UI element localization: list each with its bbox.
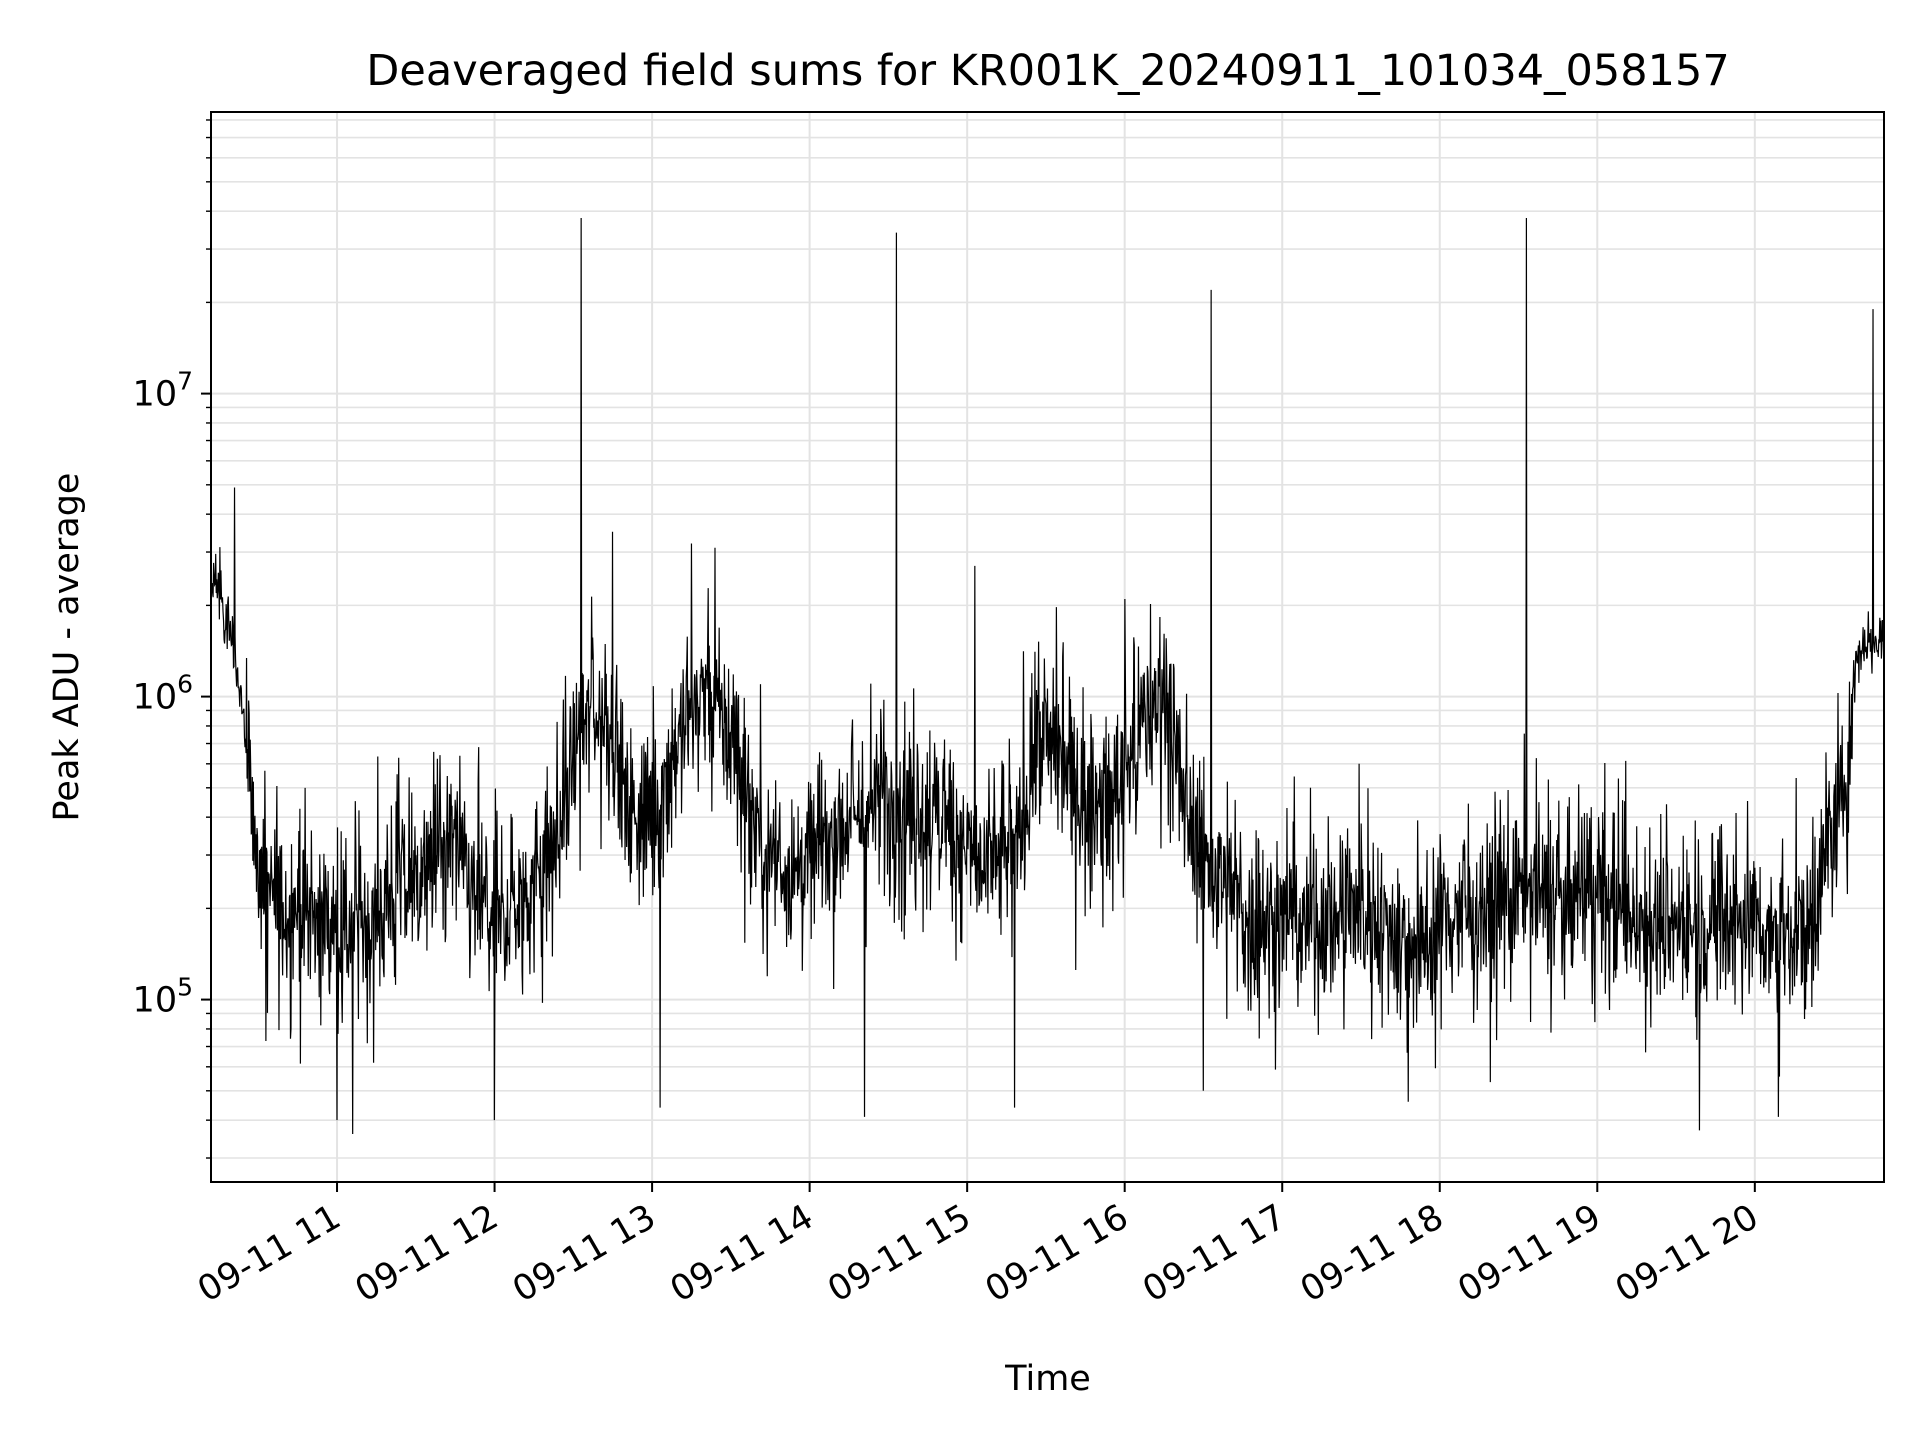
y-tick-label: 106 (133, 670, 193, 718)
x-axis-label: Time (1004, 1359, 1091, 1399)
y-tick-label: 105 (133, 973, 193, 1021)
y-tick-base: 10 (133, 981, 178, 1021)
series-line (211, 217, 1884, 1135)
y-tick-exponent: 5 (177, 973, 193, 1002)
y-tick-label: 107 (133, 367, 193, 415)
y-tick-base: 10 (133, 678, 178, 718)
y-tick-base: 10 (133, 375, 178, 415)
plot-frame (210, 111, 1885, 1183)
y-tick-exponent: 6 (177, 670, 193, 699)
y-tick-exponent: 7 (177, 367, 193, 396)
y-axis-label: Peak ADU - average (47, 473, 87, 822)
series-group (211, 217, 1884, 1135)
chart-title: Deaveraged field sums for KR001K_2024091… (366, 46, 1729, 96)
